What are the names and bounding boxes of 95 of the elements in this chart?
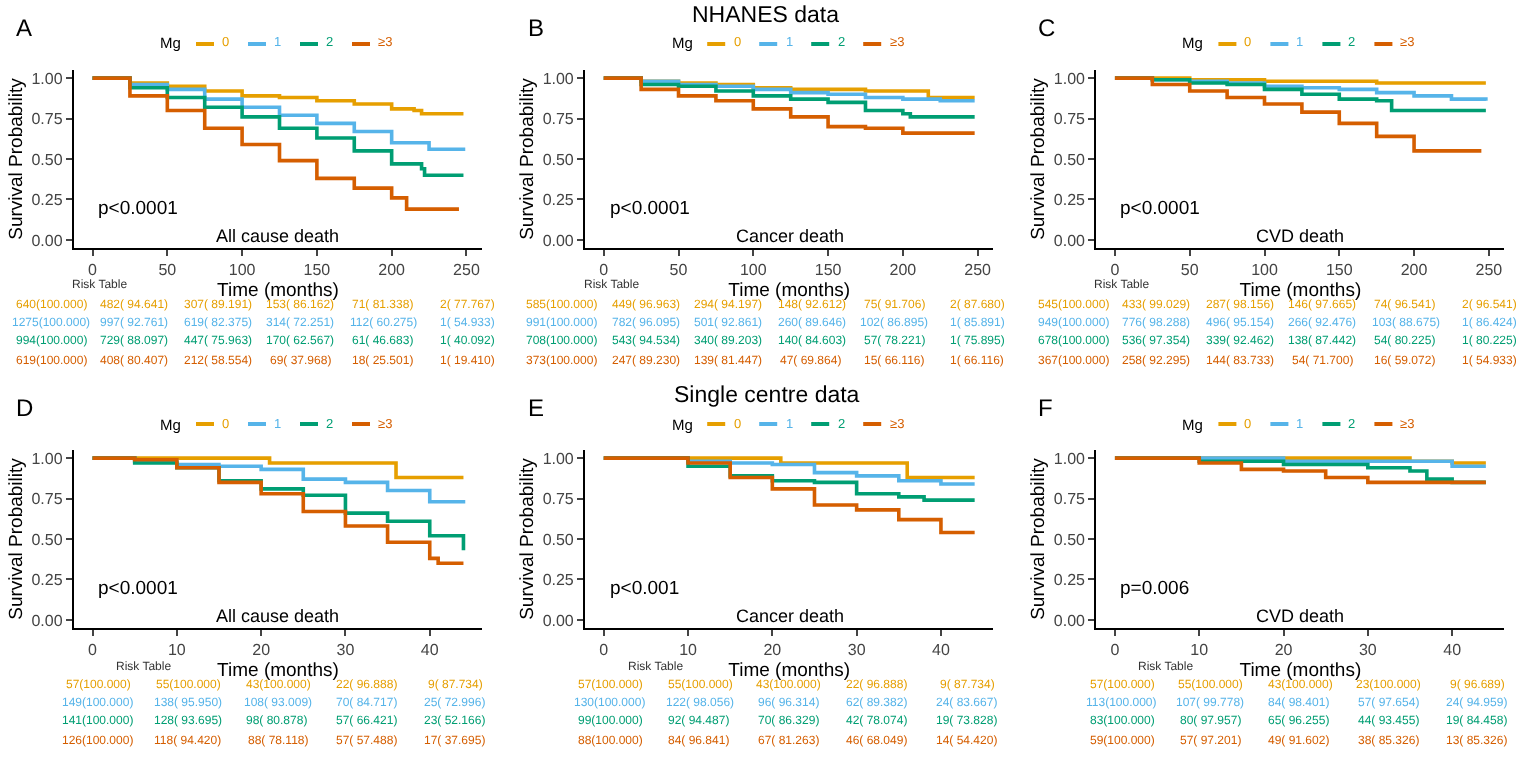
- x-tick-label: 0: [1110, 641, 1121, 660]
- x-tick-label: 30: [847, 641, 867, 660]
- x-tick-label: 200: [378, 261, 407, 280]
- x-tick-label: 30: [1358, 641, 1378, 660]
- x-axis-title: Time (months): [217, 659, 339, 682]
- y-tick-label: 0.50: [1053, 530, 1087, 549]
- y-tick-label: 1.00: [542, 449, 575, 468]
- x-tick-label: 50: [669, 261, 689, 280]
- text: D: [16, 394, 34, 422]
- x-tick-label: 0: [599, 641, 610, 660]
- x-tick-label: 100: [228, 261, 257, 280]
- x-tick-label: 150: [303, 261, 332, 280]
- annotation: p<0.0001: [1120, 198, 1200, 220]
- annotation: p<0.0001: [98, 578, 178, 600]
- y-tick-label: 0.75: [1053, 490, 1087, 509]
- y-tick-label: 0.50: [31, 150, 64, 169]
- x-tick-label: 50: [158, 261, 178, 280]
- annotation: p<0.0001: [610, 198, 690, 220]
- y-tick-label: 0.75: [1053, 110, 1087, 129]
- y-axis-title: Survival Probability: [5, 77, 28, 240]
- y-axis-title: Survival Probability: [516, 457, 539, 620]
- annotation: p<0.0001: [98, 198, 178, 220]
- x-tick-label: 0: [88, 261, 99, 280]
- y-tick-label: 0.75: [31, 110, 64, 129]
- annotation: All cause death: [216, 606, 340, 626]
- x-tick-label: 200: [889, 261, 918, 280]
- annotation: CVD death: [1256, 226, 1345, 246]
- y-tick-label: 1.00: [1053, 69, 1087, 88]
- y-tick-label: 0.25: [542, 191, 575, 210]
- annotation: Cancer death: [736, 226, 845, 246]
- y-tick-label: 0.25: [31, 191, 64, 210]
- text: B: [528, 14, 545, 42]
- y-tick-label: 0.25: [1053, 571, 1087, 590]
- x-tick-label: 40: [420, 641, 440, 660]
- text: E: [528, 394, 545, 422]
- x-tick-label: 150: [1325, 261, 1354, 280]
- x-tick-label: 10: [167, 641, 187, 660]
- x-axis-title: Time (months): [1239, 659, 1362, 682]
- annotation: CVD death: [1256, 606, 1345, 626]
- x-axis-title: Time (months): [217, 279, 339, 302]
- y-tick-label: 0.25: [542, 571, 575, 590]
- y-tick-label: 0.00: [1053, 231, 1087, 250]
- text: F: [1038, 394, 1053, 422]
- y-tick-label: 1.00: [542, 69, 575, 88]
- text: C: [1038, 14, 1056, 42]
- y-tick-label: 1.00: [31, 69, 64, 88]
- annotation: p<0.001: [610, 578, 680, 600]
- x-tick-label: 20: [252, 641, 272, 660]
- x-axis-title: Time (months): [1239, 279, 1362, 302]
- x-tick-label: 250: [964, 261, 993, 280]
- x-tick-label: 100: [1251, 261, 1279, 280]
- x-tick-label: 0: [599, 261, 610, 280]
- y-tick-label: 0.00: [542, 231, 575, 250]
- x-tick-label: 30: [336, 641, 356, 660]
- y-tick-label: 0.00: [31, 231, 64, 250]
- y-tick-label: 0.75: [31, 490, 64, 509]
- y-tick-label: 1.00: [1053, 449, 1087, 468]
- x-tick-label: 10: [679, 641, 699, 660]
- y-tick-label: 0.25: [31, 571, 64, 590]
- x-tick-label: 10: [1190, 641, 1210, 660]
- y-tick-label: 0.50: [31, 530, 64, 549]
- chart-title: Single centre data: [674, 384, 861, 408]
- x-axis-title: Time (months): [728, 659, 851, 682]
- x-axis-title: Time (months): [728, 279, 851, 302]
- x-tick-label: 250: [453, 261, 481, 280]
- x-tick-label: 0: [88, 641, 99, 660]
- x-tick-label: 0: [1110, 261, 1121, 280]
- y-tick-label: 0.50: [542, 530, 575, 549]
- x-tick-label: 20: [763, 641, 783, 660]
- annotation: Cancer death: [736, 606, 845, 626]
- y-tick-label: 0.75: [542, 490, 575, 509]
- y-tick-label: 0.00: [542, 611, 575, 630]
- x-tick-label: 40: [932, 641, 951, 660]
- y-tick-label: 0.25: [1053, 191, 1087, 210]
- chart-title: NHANES data: [692, 4, 841, 28]
- y-axis-title: Survival Probability: [5, 457, 28, 620]
- y-axis-title: Survival Probability: [516, 77, 539, 240]
- y-tick-label: 0.50: [1053, 150, 1087, 169]
- y-tick-label: 0.75: [542, 110, 575, 129]
- x-tick-label: 50: [1180, 261, 1200, 280]
- annotation: p=0.006: [1120, 578, 1190, 600]
- y-tick-label: 0.00: [1053, 611, 1087, 630]
- y-tick-label: 0.00: [31, 611, 64, 630]
- x-tick-label: 200: [1400, 261, 1429, 280]
- y-tick-label: 1.00: [31, 449, 64, 468]
- x-tick-label: 20: [1274, 641, 1294, 660]
- y-tick-label: 0.50: [542, 150, 575, 169]
- x-tick-label: 100: [739, 261, 768, 280]
- x-tick-label: 40: [1443, 641, 1463, 660]
- y-axis-title: Survival Probability: [1028, 77, 1051, 240]
- text: A: [16, 14, 33, 42]
- y-axis-title: Survival Probability: [1028, 457, 1051, 620]
- annotation: All cause death: [216, 226, 340, 246]
- x-tick-label: 150: [814, 261, 843, 280]
- x-tick-label: 250: [1475, 261, 1504, 280]
